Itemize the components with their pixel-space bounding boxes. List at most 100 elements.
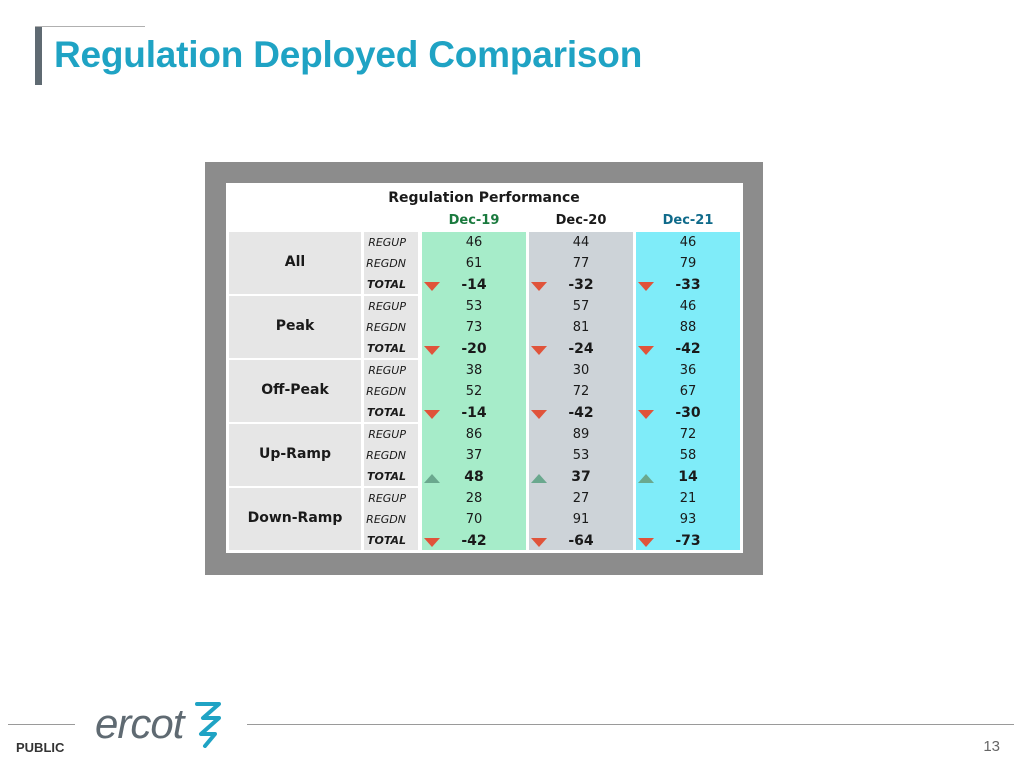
data-value: 77 xyxy=(572,256,590,271)
row-label-regdn: REGDN xyxy=(366,257,406,270)
category-cell xyxy=(229,232,361,294)
row-label-regdn: REGDN xyxy=(366,385,406,398)
row-label-regup: REGUP xyxy=(368,236,406,249)
row-label-cell xyxy=(364,488,418,550)
total-value: -24 xyxy=(568,341,594,357)
row-label-total: TOTAL xyxy=(366,342,406,355)
footer-rule-right xyxy=(247,724,1014,725)
triangle-down-icon xyxy=(638,346,654,355)
total-value: -42 xyxy=(568,405,594,421)
total-value: -42 xyxy=(675,341,701,357)
data-value: 93 xyxy=(679,512,697,527)
data-value: 79 xyxy=(679,256,697,271)
category-name: Down-Ramp xyxy=(247,510,343,526)
column-header: Dec-21 xyxy=(662,213,714,228)
data-value: 81 xyxy=(572,320,590,335)
row-label-total: TOTAL xyxy=(366,470,406,483)
page-number: 13 xyxy=(983,738,1000,755)
triangle-down-icon xyxy=(424,410,440,419)
data-value: 88 xyxy=(679,320,697,335)
data-value: 72 xyxy=(679,427,697,442)
data-value: 61 xyxy=(465,256,483,271)
category-name: Up-Ramp xyxy=(258,446,332,462)
row-label-regdn: REGDN xyxy=(366,513,406,526)
row-label-regup: REGUP xyxy=(368,364,406,377)
data-value: 53 xyxy=(465,299,483,314)
data-value: 53 xyxy=(572,448,590,463)
row-label-total: TOTAL xyxy=(366,406,406,419)
total-value: -14 xyxy=(461,405,487,421)
category-name: Peak xyxy=(275,318,315,334)
triangle-down-icon xyxy=(424,538,440,547)
table-title: Regulation Performance xyxy=(388,190,580,206)
category-name: Off-Peak xyxy=(261,382,329,398)
data-value: 72 xyxy=(572,384,590,399)
category-cell xyxy=(229,360,361,422)
category-cell xyxy=(229,488,361,550)
triangle-down-icon xyxy=(638,410,654,419)
data-value: 21 xyxy=(679,491,697,506)
data-value: 52 xyxy=(465,384,483,399)
column-header: Dec-19 xyxy=(448,213,500,228)
row-label-regup: REGUP xyxy=(368,492,406,505)
triangle-down-icon xyxy=(531,410,547,419)
triangle-up-icon xyxy=(638,474,654,483)
data-value: 27 xyxy=(572,491,590,506)
triangle-down-icon xyxy=(638,538,654,547)
total-value: -73 xyxy=(675,533,701,549)
row-label-regdn: REGDN xyxy=(366,321,406,334)
category-cell xyxy=(229,424,361,486)
total-value: -64 xyxy=(568,533,594,549)
data-value: 46 xyxy=(679,299,697,314)
data-value: 91 xyxy=(572,512,590,527)
total-value: -30 xyxy=(675,405,701,421)
data-value: 37 xyxy=(465,448,483,463)
data-value: 57 xyxy=(572,299,590,314)
total-value: 48 xyxy=(464,469,484,485)
category-cell xyxy=(229,296,361,358)
triangle-up-icon xyxy=(531,474,547,483)
footer-classification: PUBLIC xyxy=(16,740,65,755)
triangle-up-icon xyxy=(424,474,440,483)
title-top-rule xyxy=(35,26,145,27)
total-value: -42 xyxy=(461,533,487,549)
row-label-total: TOTAL xyxy=(366,278,406,291)
total-value: -32 xyxy=(568,277,594,293)
ercot-logo-mark-icon xyxy=(195,702,221,748)
data-value: 38 xyxy=(465,363,483,378)
row-label-regup: REGUP xyxy=(368,300,406,313)
total-value: -20 xyxy=(461,341,487,357)
regulation-performance-table: Regulation Performance Dec-19 Dec-20 Dec-2… xyxy=(226,183,743,553)
data-value: 89 xyxy=(572,427,590,442)
triangle-down-icon xyxy=(638,282,654,291)
table-frame: Regulation Performance Dec-19 Dec-20 Dec-2… xyxy=(205,162,763,575)
row-label-regdn: REGDN xyxy=(366,449,406,462)
column-header: Dec-20 xyxy=(555,213,607,228)
triangle-down-icon xyxy=(424,346,440,355)
data-value: 70 xyxy=(465,512,483,527)
data-value: 86 xyxy=(465,427,483,442)
data-value: 58 xyxy=(679,448,697,463)
data-value: 36 xyxy=(679,363,697,378)
data-value: 30 xyxy=(572,363,590,378)
total-value: -14 xyxy=(461,277,487,293)
row-label-cell xyxy=(364,296,418,358)
row-label-cell xyxy=(364,424,418,486)
title-accent-bar xyxy=(35,27,42,85)
row-label-cell xyxy=(364,360,418,422)
data-value: 46 xyxy=(679,235,697,250)
ercot-logo: ercot xyxy=(95,700,184,747)
data-value: 67 xyxy=(679,384,697,399)
total-value: 37 xyxy=(571,469,591,485)
triangle-down-icon xyxy=(424,282,440,291)
footer-rule-left xyxy=(8,724,75,725)
row-label-total: TOTAL xyxy=(366,534,406,547)
triangle-down-icon xyxy=(531,282,547,291)
triangle-down-icon xyxy=(531,346,547,355)
row-label-regup: REGUP xyxy=(368,428,406,441)
slide-title: Regulation Deployed Comparison xyxy=(54,34,643,75)
data-value: 44 xyxy=(572,235,590,250)
data-value: 73 xyxy=(465,320,483,335)
data-value: 28 xyxy=(465,491,483,506)
total-value: 14 xyxy=(678,469,698,485)
